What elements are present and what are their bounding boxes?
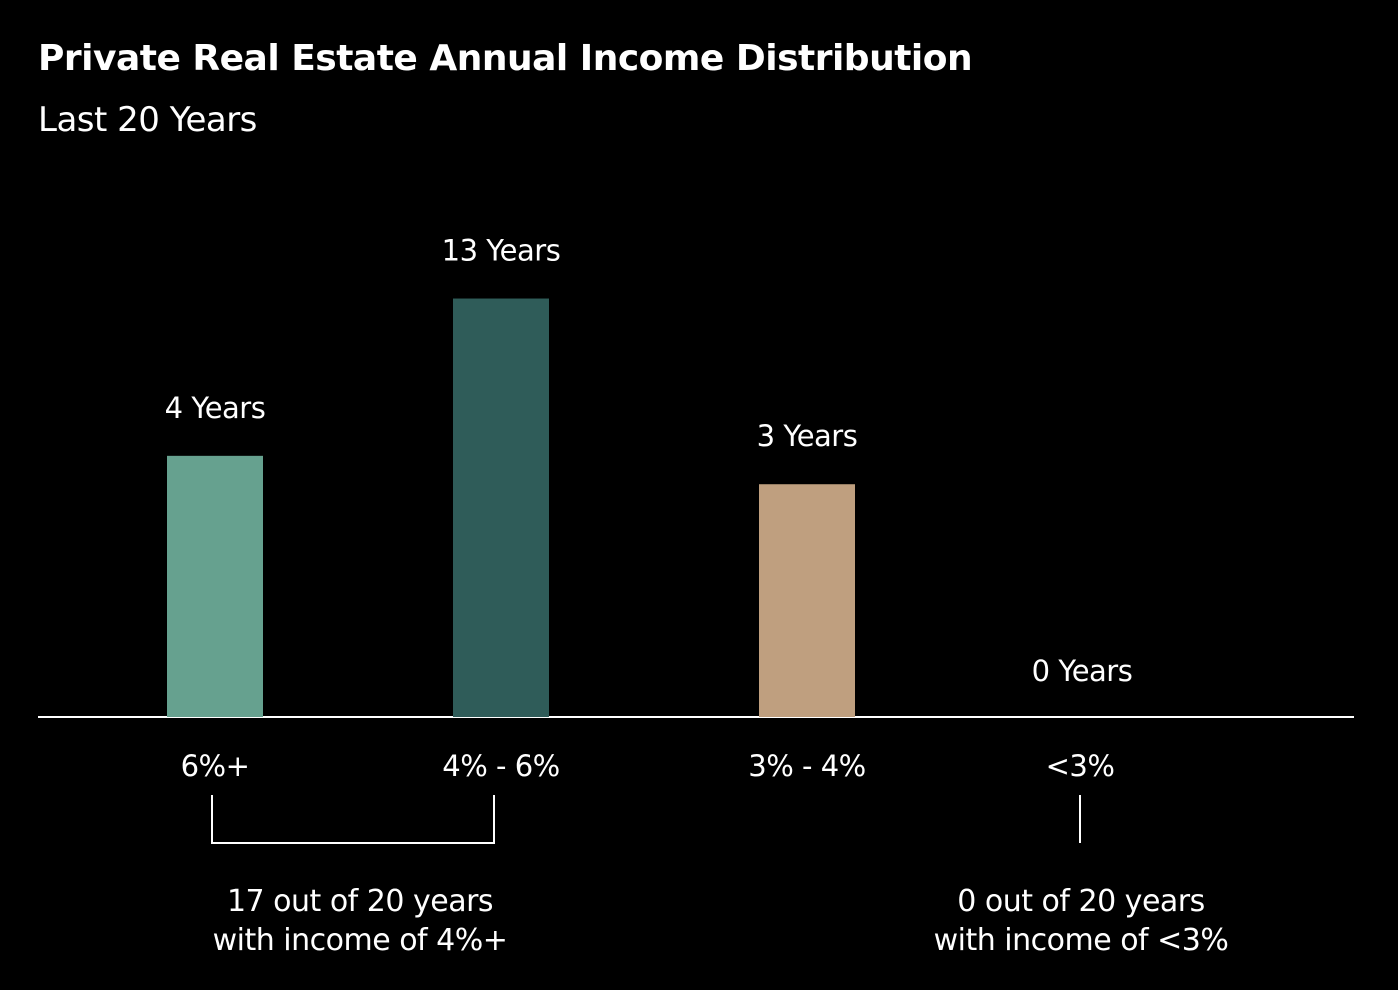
annotation-line2: with income of <3% [933, 923, 1229, 958]
bar-2 [759, 484, 855, 717]
data-label: 4 Years [165, 391, 266, 425]
annotation-line2: with income of 4%+ [212, 923, 508, 958]
bracket-4pct-plus [211, 795, 495, 844]
category-label: 6%+ [181, 749, 250, 783]
annotation-4pct-plus: 17 out of 20 years with income of 4%+ [180, 882, 540, 960]
category-label: 4% - 6% [442, 749, 559, 783]
chart-title: Private Real Estate Annual Income Distri… [38, 38, 973, 79]
chart-subtitle: Last 20 Years [38, 100, 257, 140]
bar-0 [167, 455, 263, 717]
data-label: 0 Years [1032, 654, 1133, 688]
category-label: 3% - 4% [748, 749, 865, 783]
data-label: 3 Years [757, 419, 858, 453]
annotation-line1: 0 out of 20 years [957, 884, 1205, 919]
bar-1 [453, 298, 549, 717]
annotation-under-3pct: 0 out of 20 years with income of <3% [900, 882, 1262, 960]
data-label: 13 Years [442, 234, 561, 268]
annotation-line1: 17 out of 20 years [226, 884, 494, 919]
category-label: <3% [1046, 749, 1115, 783]
